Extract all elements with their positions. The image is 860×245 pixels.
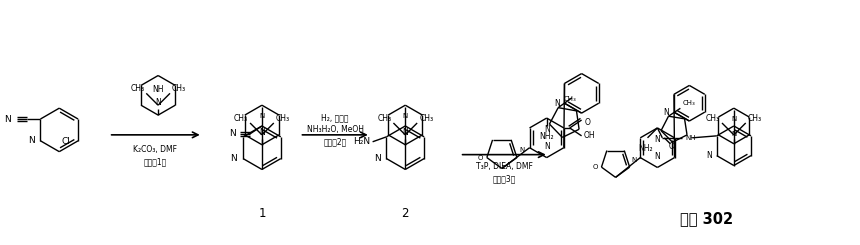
Text: CH₃: CH₃ [747, 113, 762, 122]
Text: （步骤2）: （步骤2） [323, 137, 347, 146]
Text: N: N [631, 157, 637, 163]
Text: CH₃: CH₃ [419, 113, 433, 122]
Text: T₃P, DIEA, DMF: T₃P, DIEA, DMF [476, 162, 532, 171]
Text: N: N [28, 136, 34, 145]
Text: Cl: Cl [61, 137, 71, 146]
Text: N: N [654, 135, 660, 144]
Text: （步骤3）: （步骤3） [493, 175, 516, 184]
Text: N: N [230, 129, 236, 138]
Text: 2: 2 [402, 208, 409, 220]
Text: O: O [585, 118, 591, 126]
Text: N: N [554, 99, 560, 108]
Text: CH₃: CH₃ [378, 113, 391, 122]
Text: H₂, 雷尼镌: H₂, 雷尼镌 [322, 113, 349, 122]
Text: CH₃: CH₃ [234, 113, 248, 122]
Text: CH₃: CH₃ [706, 113, 720, 122]
Text: N: N [4, 115, 11, 123]
Text: O: O [668, 142, 674, 151]
Text: K₂CO₃, DMF: K₂CO₃, DMF [133, 145, 177, 154]
Text: N: N [544, 125, 550, 134]
Text: CH₃: CH₃ [563, 96, 576, 102]
Text: N: N [260, 113, 265, 119]
Text: N: N [706, 151, 712, 160]
Text: CH₃: CH₃ [130, 84, 144, 93]
Text: N: N [731, 116, 736, 122]
Text: （步骤1）: （步骤1） [144, 157, 167, 166]
Text: 实例 302: 实例 302 [680, 211, 734, 226]
Text: N: N [402, 113, 408, 119]
Text: OH: OH [584, 131, 595, 140]
Text: N: N [259, 128, 265, 137]
Text: NH₂: NH₂ [638, 144, 653, 153]
Text: O: O [477, 155, 482, 160]
Text: O: O [593, 164, 599, 170]
Text: N: N [731, 131, 736, 137]
Text: N: N [230, 154, 237, 163]
Text: N: N [156, 98, 161, 107]
Text: CH₃: CH₃ [682, 100, 695, 106]
Text: H₂N: H₂N [353, 137, 371, 146]
Text: N: N [544, 142, 550, 151]
Text: N: N [519, 147, 524, 153]
Text: NH₃H₂O, MeOH: NH₃H₂O, MeOH [307, 125, 364, 135]
Text: N: N [402, 128, 408, 137]
Text: CH₃: CH₃ [276, 113, 290, 122]
Text: N: N [654, 152, 660, 160]
Text: NH: NH [152, 86, 164, 94]
Text: N: N [374, 154, 380, 163]
Text: N: N [663, 108, 669, 117]
Text: NH: NH [685, 135, 696, 141]
Text: CH₃: CH₃ [172, 84, 186, 93]
Text: 1: 1 [258, 208, 266, 220]
Text: NH₂: NH₂ [539, 132, 554, 141]
